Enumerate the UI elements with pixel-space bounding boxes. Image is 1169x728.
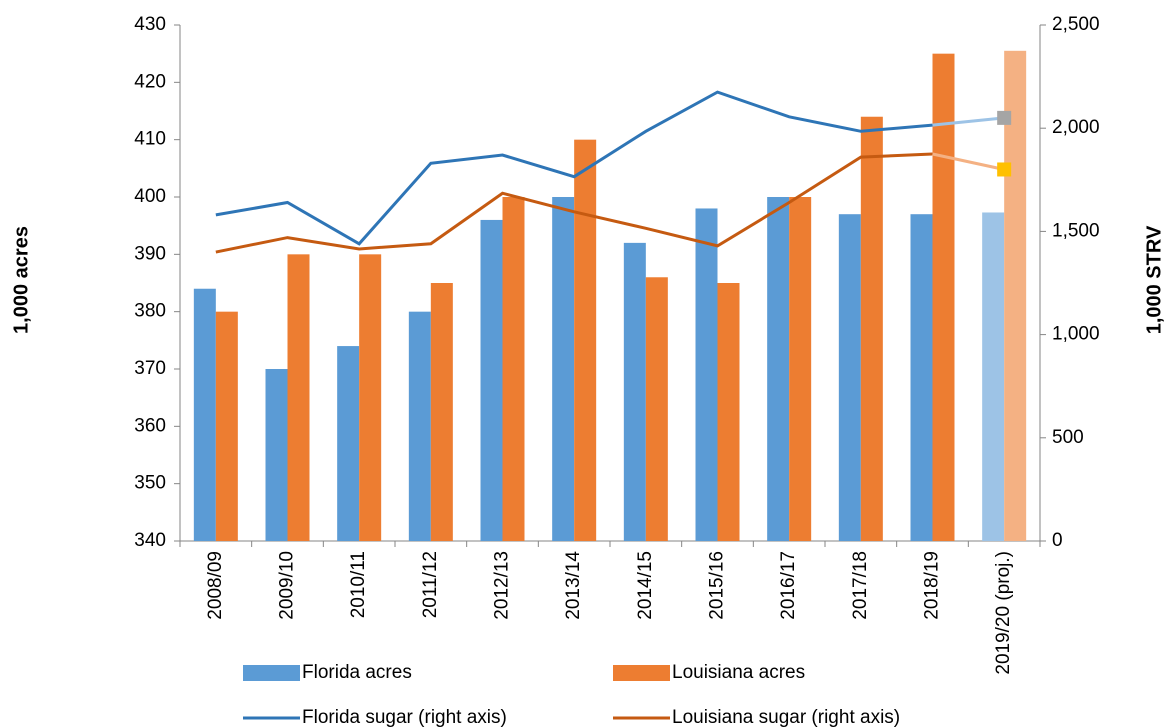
y-axis-title: 1,000 acres [10,226,32,334]
legend-label: Louisiana acres [672,662,805,683]
y-tick-label: 430 [134,14,166,35]
legend-label: Florida acres [302,662,412,683]
bar [552,197,575,541]
line-series [215,90,933,246]
bar [430,283,453,541]
bar [287,254,310,542]
bar [860,116,883,541]
y2-tick-label: 2,000 [1052,117,1100,138]
bar [717,283,740,541]
bar [695,208,718,541]
x-tick-label: 2019/20 (proj.) [993,551,1014,675]
y-tick-label: 360 [134,415,166,436]
bar [910,214,933,541]
bar [789,197,812,541]
bar [502,197,525,541]
bar [838,214,861,541]
legend-label: Florida sugar (right axis) [302,707,507,728]
y-tick-label: 370 [134,358,166,379]
x-tick-label: 2009/10 [277,551,298,620]
bar [359,254,382,542]
bar [215,311,238,541]
y2-tick-label: 500 [1052,427,1084,448]
y2-tick-label: 2,500 [1052,14,1100,35]
projection-marker [997,110,1012,125]
x-tick-label: 2017/18 [850,551,871,620]
x-tick-label: 2018/19 [922,551,943,620]
y-tick-label: 340 [134,530,166,551]
y-tick-label: 410 [134,129,166,150]
legend-label: Louisiana sugar (right axis) [672,707,900,728]
y-tick-label: 390 [134,243,166,264]
legend-swatch [243,665,300,681]
y2-tick-label: 0 [1052,530,1063,551]
bar [767,197,790,541]
x-tick-label: 2013/14 [563,551,584,620]
y2-tick-label: 1,500 [1052,220,1100,241]
y-tick-label: 420 [134,71,166,92]
bar [337,346,360,541]
y2-tick-label: 1,000 [1052,324,1100,345]
bar [623,242,646,541]
bar [574,139,597,541]
bar [645,277,668,541]
bar [193,288,216,541]
bar [480,219,503,541]
line-series [215,152,933,254]
bar [982,212,1005,542]
x-tick-label: 2015/16 [707,551,728,620]
legend-swatch [613,665,670,681]
projection-line [932,152,1005,171]
x-tick-label: 2012/13 [492,551,513,620]
x-tick-label: 2014/15 [635,551,656,620]
bar [265,369,288,541]
projection-line [932,116,1005,127]
x-tick-label: 2011/12 [420,551,441,618]
y-tick-label: 400 [134,186,166,207]
bar [932,53,955,542]
y-tick-label: 350 [134,473,166,494]
x-tick-label: 2008/09 [205,551,226,620]
y-tick-label: 380 [134,301,166,322]
y2-axis-title: 1,000 STRV [1143,225,1165,334]
x-tick-label: 2016/17 [778,551,799,620]
bar [408,311,431,541]
projection-marker [997,162,1012,177]
x-tick-label: 2010/11 [348,551,369,618]
